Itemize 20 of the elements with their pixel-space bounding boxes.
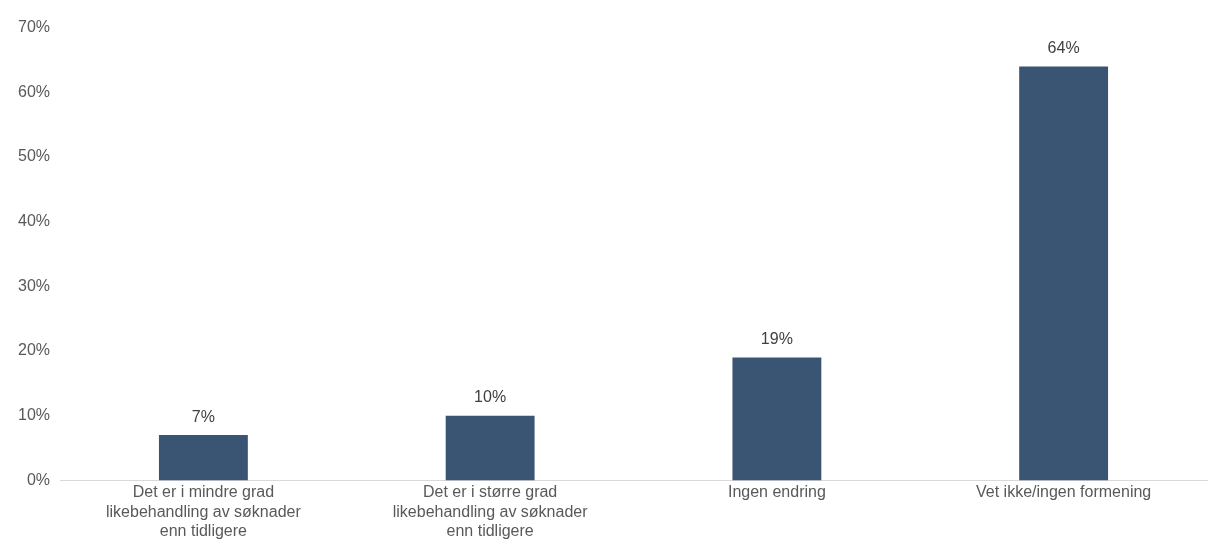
x-tick-label: Ingen endring: [727, 483, 826, 501]
y-tick-label: 60%: [17, 82, 51, 100]
y-tick-label: 10%: [17, 406, 51, 424]
y-tick-label: 0%: [26, 470, 51, 488]
y-tick-label: 30%: [17, 276, 51, 294]
x-tick-label: Vet ikke/ingen formening: [976, 483, 1152, 501]
y-tick-label: 20%: [17, 341, 51, 359]
data-label: 10%: [474, 388, 507, 406]
bar: [732, 357, 822, 481]
y-tick-label: 50%: [17, 147, 51, 165]
data-label: 19%: [760, 329, 793, 347]
y-tick-label: 70%: [17, 18, 51, 36]
x-tick-label: Det er i mindre grad likebehandling av søknader enn tidligere: [106, 483, 302, 539]
x-tick-label: Det er i større grad likebehandling av søknader enn tidligere: [392, 483, 589, 539]
bar: [1019, 66, 1109, 481]
data-label: 64%: [1047, 38, 1080, 56]
bar: [158, 435, 248, 481]
bar: [445, 415, 535, 481]
data-label: 7%: [191, 407, 215, 425]
y-tick-label: 40%: [17, 212, 51, 230]
